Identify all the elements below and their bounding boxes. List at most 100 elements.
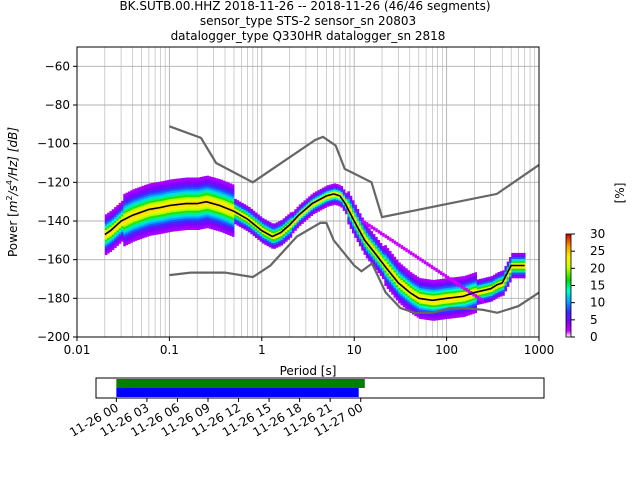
histogram-cell — [167, 228, 170, 231]
histogram-cell — [382, 267, 385, 270]
histogram-cell — [428, 314, 431, 317]
histogram-cell — [190, 198, 193, 201]
histogram-cell — [361, 219, 364, 223]
histogram-cell — [275, 239, 279, 242]
histogram-cell — [418, 312, 422, 316]
histogram-cell — [114, 234, 117, 237]
histogram-cell — [377, 239, 381, 243]
histogram-cell — [511, 252, 514, 256]
histogram-cell — [257, 231, 260, 235]
histogram-cell — [107, 218, 110, 221]
histogram-cell — [141, 222, 145, 225]
histogram-cell — [204, 203, 207, 206]
histogram-cell — [162, 211, 166, 215]
histogram-cell — [414, 279, 417, 282]
histogram-cell — [148, 223, 152, 227]
histogram-cell — [148, 225, 152, 229]
histogram-cell — [409, 297, 413, 300]
histogram-cell — [181, 228, 184, 231]
histogram-cell — [495, 296, 498, 299]
histogram-cell — [107, 245, 110, 248]
histogram-cell — [234, 202, 237, 205]
histogram-cell — [421, 295, 424, 299]
histogram-cell — [351, 204, 355, 207]
histogram-cell — [458, 283, 461, 288]
histogram-cell — [199, 204, 203, 207]
histogram-cell — [391, 255, 394, 258]
histogram-cell — [118, 212, 122, 215]
histogram-cell — [321, 195, 325, 198]
histogram-cell — [326, 202, 330, 205]
histogram-cell — [111, 236, 115, 239]
histogram-cell — [481, 295, 484, 298]
histogram-cell — [153, 199, 156, 203]
histogram-cell — [458, 290, 461, 293]
histogram-cell — [481, 280, 484, 283]
histogram-cell — [377, 263, 381, 266]
histogram-cell — [375, 244, 378, 247]
histogram-cell — [511, 256, 514, 259]
histogram-cell — [190, 187, 193, 190]
histogram-cell — [400, 293, 404, 296]
histogram-cell — [351, 225, 355, 228]
histogram-cell — [515, 270, 519, 273]
histogram-cell — [229, 231, 233, 235]
histogram-cell — [365, 248, 369, 251]
histogram-cell — [254, 212, 258, 215]
histogram-cell — [284, 229, 288, 233]
histogram-cell — [204, 195, 207, 198]
histogram-cell — [134, 205, 138, 208]
histogram-cell — [123, 238, 126, 241]
histogram-cell — [317, 201, 320, 204]
histogram-cell — [162, 225, 166, 228]
histogram-cell — [127, 206, 131, 210]
histogram-cell — [449, 285, 452, 288]
histogram-cell — [148, 227, 152, 231]
histogram-cell — [398, 270, 401, 273]
histogram-cell — [435, 295, 438, 298]
histogram-cell — [190, 191, 193, 194]
histogram-cell — [218, 180, 221, 184]
histogram-cell — [171, 217, 175, 221]
histogram-cell — [111, 232, 115, 235]
histogram-cell — [211, 200, 214, 203]
histogram-cell — [137, 189, 140, 192]
psd-plot: 0.01 0.1 1 10 100 1000 −60−80−100−120−140−160… — [37, 46, 554, 357]
histogram-cell — [125, 221, 129, 224]
histogram-cell — [194, 212, 198, 215]
histogram-cell — [127, 220, 131, 223]
histogram-cell — [347, 218, 350, 221]
histogram-cell — [469, 275, 473, 278]
histogram-cell — [412, 289, 415, 292]
histogram-cell — [215, 213, 219, 216]
histogram-cell — [148, 206, 152, 209]
histogram-cell — [421, 288, 424, 291]
histogram-cell — [518, 258, 521, 261]
histogram-cell — [497, 285, 501, 288]
histogram-cell — [428, 279, 431, 282]
histogram-cell — [416, 315, 420, 318]
histogram-cell — [185, 196, 189, 200]
histogram-cell — [317, 192, 320, 195]
histogram-cell — [354, 235, 357, 238]
histogram-cell — [446, 293, 450, 296]
histogram-cell — [155, 222, 159, 226]
histogram-cell — [488, 297, 491, 301]
histogram-cell — [377, 268, 381, 272]
histogram-cell — [442, 284, 445, 287]
histogram-cell — [522, 258, 526, 261]
histogram-cell — [218, 196, 221, 199]
histogram-cell — [139, 227, 143, 230]
histogram-cell — [266, 226, 270, 229]
histogram-cell — [183, 195, 186, 198]
histogram-cell — [278, 244, 281, 247]
histogram-cell — [469, 300, 473, 304]
histogram-cell — [421, 315, 424, 318]
histogram-cell — [116, 226, 119, 229]
histogram-cell — [169, 187, 173, 190]
histogram-cell — [465, 310, 468, 313]
histogram-cell — [345, 210, 348, 213]
histogram-cell — [395, 292, 399, 295]
histogram-cell — [467, 295, 471, 299]
histogram-cell — [518, 276, 521, 279]
